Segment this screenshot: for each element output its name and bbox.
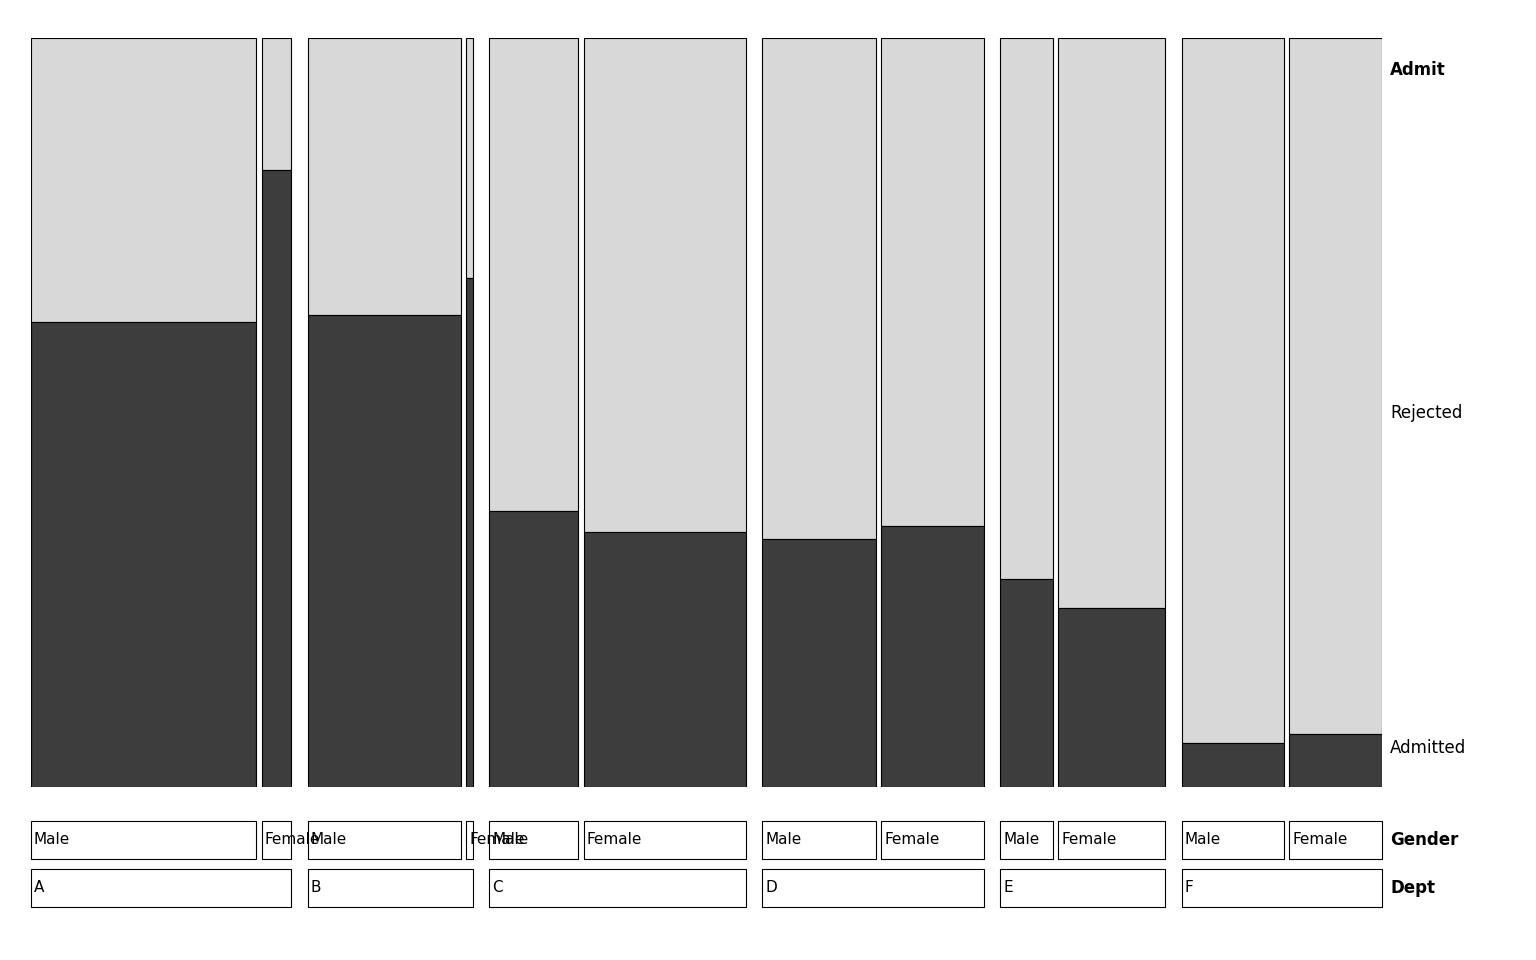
Bar [1289,38,1382,734]
Text: A: A [34,880,45,896]
Text: Female: Female [1061,832,1117,848]
Text: Admitted: Admitted [1390,739,1467,757]
Text: E: E [1003,880,1012,896]
Text: Gender: Gender [1390,831,1459,849]
Text: B: B [310,880,321,896]
Bar [31,38,257,323]
Text: Male: Male [1184,832,1221,848]
Bar [467,38,473,278]
Text: Female: Female [885,832,940,848]
Bar [882,38,985,526]
Bar [1000,38,1052,580]
Bar [261,170,292,787]
Bar [490,511,578,787]
Bar [1181,743,1284,787]
Text: Female: Female [587,832,642,848]
Text: Rejected: Rejected [1390,404,1462,421]
Bar [762,540,876,787]
Bar [1289,734,1382,787]
Bar [1181,38,1284,743]
Text: Male: Male [34,832,71,848]
Bar [467,278,473,787]
Bar [1000,580,1052,787]
Bar [762,38,876,540]
Text: C: C [493,880,502,896]
Text: F: F [1184,880,1193,896]
Text: Admit: Admit [1390,60,1445,79]
Bar [307,38,461,315]
Text: Female: Female [470,832,525,848]
Bar [584,38,746,532]
Bar [882,526,985,787]
Text: Female: Female [1292,832,1347,848]
Bar [307,315,461,787]
Text: Female: Female [264,832,321,848]
Text: Male: Male [765,832,802,848]
Text: Male: Male [1003,832,1040,848]
Bar [261,38,292,170]
Bar [584,532,746,787]
Text: D: D [765,880,777,896]
Bar [1058,608,1166,787]
Text: Male: Male [493,832,528,848]
Bar [490,38,578,511]
Bar [31,323,257,787]
Text: Male: Male [310,832,347,848]
Text: Dept: Dept [1390,879,1435,897]
Bar [1058,38,1166,608]
